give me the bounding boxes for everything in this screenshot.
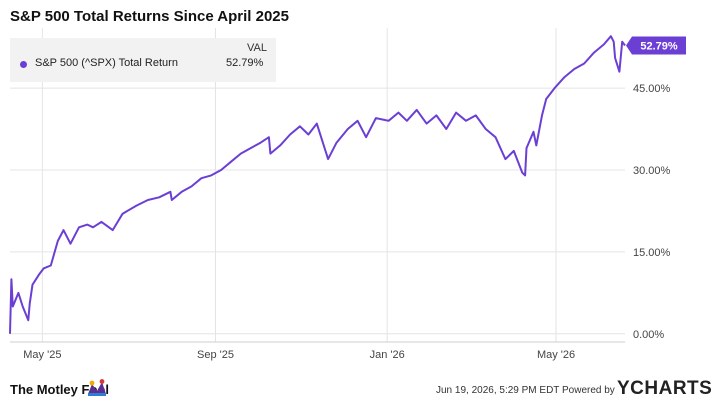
chart-title: S&P 500 Total Returns Since April 2025 bbox=[10, 8, 289, 25]
legend-swatch bbox=[20, 61, 27, 68]
legend-series-value: 52.79% bbox=[226, 57, 264, 69]
series-line bbox=[9, 35, 626, 334]
y-tick-label: 30.00% bbox=[633, 165, 671, 177]
x-tick-label: Jan '26 bbox=[370, 349, 405, 361]
legend-header: VAL bbox=[247, 42, 267, 54]
last-value-label: 52.79% bbox=[626, 36, 686, 55]
legend-series-name[interactable]: S&P 500 (^SPX) Total Return bbox=[35, 57, 178, 69]
x-axis: May '25 Sep '25 Jan '26 May '26 bbox=[10, 341, 625, 361]
x-tick-label: May '25 bbox=[23, 349, 61, 361]
y-tick-label: 45.00% bbox=[633, 83, 671, 95]
ycharts-logo[interactable]: YCHARTS bbox=[617, 378, 713, 399]
last-value-text: 52.79% bbox=[640, 41, 678, 53]
jester-hat-icon bbox=[88, 379, 106, 396]
footer: The Motley Fool Jun 19, 2026, 5:29 PM ED… bbox=[0, 372, 720, 404]
y-tick-label: 0.00% bbox=[633, 329, 664, 341]
y-tick-label: 15.00% bbox=[633, 247, 671, 259]
y-axis: 0.00% 15.00% 30.00% 45.00% bbox=[633, 83, 671, 341]
legend: VAL S&P 500 (^SPX) Total Return 52.79% bbox=[10, 38, 276, 82]
motley-fool-logo[interactable]: The Motley Fool bbox=[10, 382, 109, 397]
x-tick-label: May '26 bbox=[537, 349, 575, 361]
x-tick-label: Sep '25 bbox=[197, 349, 234, 361]
timestamp: Jun 19, 2026, 5:29 PM EDT Powered by bbox=[436, 385, 615, 396]
last-value-flag bbox=[626, 36, 686, 55]
